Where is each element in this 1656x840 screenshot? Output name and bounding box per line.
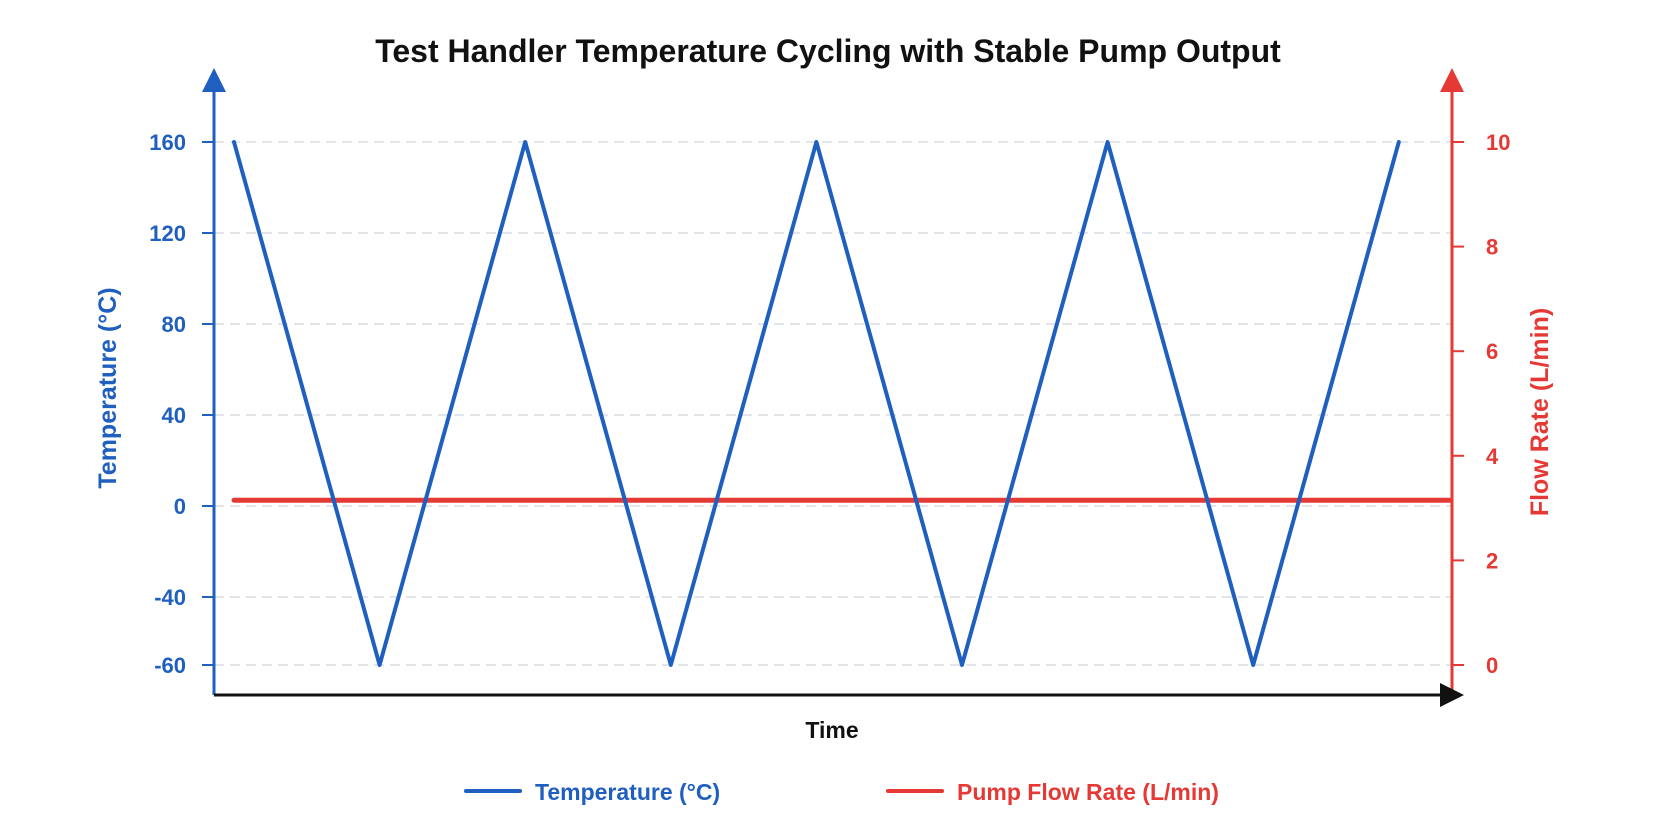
right-tick-label-4: 4 <box>1486 444 1499 469</box>
left-tick-label-40: 40 <box>162 403 186 428</box>
legend-flow-label: Pump Flow Rate (L/min) <box>957 779 1219 805</box>
right-tick-label-2: 2 <box>1486 548 1498 573</box>
legend-temperature-label: Temperature (°C) <box>535 779 720 805</box>
y-axis-right-label: Flow Rate (L/min) <box>1526 308 1554 516</box>
left-tick-label-80: 80 <box>162 312 186 337</box>
right-tick-label-10: 10 <box>1486 130 1510 155</box>
left-tick-label-120: 120 <box>149 221 186 246</box>
y-axis-left-label: Temperature (°C) <box>94 287 122 488</box>
x-axis-label: Time <box>805 717 858 743</box>
left-tick-label-minus-60: -60 <box>154 653 186 678</box>
left-tick-label-minus-40: -40 <box>154 585 186 610</box>
right-tick-label-6: 6 <box>1486 339 1498 364</box>
legend: Temperature (°C) Pump Flow Rate (L/min) <box>464 779 1219 805</box>
series-line-temperature <box>232 140 1401 667</box>
right-tick-label-8: 8 <box>1486 235 1498 260</box>
left-tick-label-0: 0 <box>174 494 186 519</box>
left-tick-label-160: 160 <box>149 130 186 155</box>
series-layer <box>231 140 1453 667</box>
right-tick-label-0: 0 <box>1486 653 1498 678</box>
chart-title: Test Handler Temperature Cycling with St… <box>375 33 1281 69</box>
left-ticks-layer: 160 120 80 40 0 -40 -60 <box>149 130 214 678</box>
right-ticks-layer: 10 8 6 4 2 0 <box>1452 130 1510 678</box>
grid-layer <box>214 141 1452 666</box>
